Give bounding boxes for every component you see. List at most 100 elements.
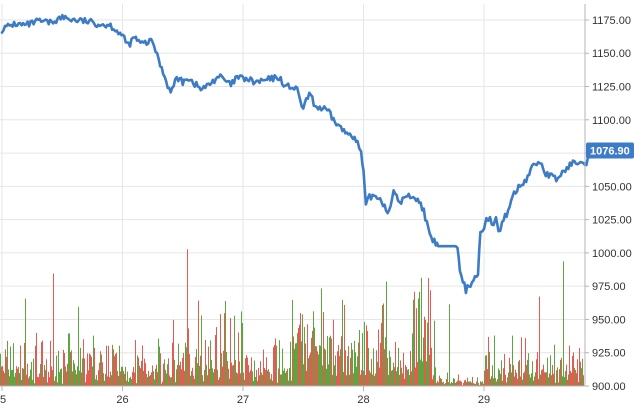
volume-bar xyxy=(271,373,272,386)
volume-bar xyxy=(582,358,583,386)
volume-bar xyxy=(196,349,197,386)
volume-bar xyxy=(352,349,353,386)
x-tick-label: 28 xyxy=(357,394,369,406)
volume-bar xyxy=(433,375,434,386)
volume-bar xyxy=(91,356,92,386)
volume-bar xyxy=(554,344,555,386)
volume-bar xyxy=(563,261,564,386)
volume-bar xyxy=(24,342,25,386)
volume-bar xyxy=(350,357,351,386)
volume-bar xyxy=(550,355,551,386)
volume-bar xyxy=(296,343,297,386)
volume-bar xyxy=(379,367,380,386)
volume-bar xyxy=(12,369,13,386)
volume-bar xyxy=(279,340,280,386)
volume-bar xyxy=(445,383,446,386)
volume-bar xyxy=(503,368,504,386)
volume-bar xyxy=(103,373,104,386)
volume-bar xyxy=(453,378,454,386)
volume-bar xyxy=(181,369,182,386)
volume-bar xyxy=(33,358,34,386)
volume-bar xyxy=(207,375,208,386)
volume-bar xyxy=(168,358,169,386)
volume-bar xyxy=(431,347,432,386)
volume-bar xyxy=(574,367,575,386)
volume-bar xyxy=(405,364,406,386)
volume-bar xyxy=(488,336,489,386)
y-tick-label: 1175.00 xyxy=(592,15,631,27)
volume-bar xyxy=(5,349,6,386)
volume-bar xyxy=(171,377,172,386)
volume-bar xyxy=(390,356,391,386)
volume-bar xyxy=(546,372,547,386)
volume-bar xyxy=(470,381,471,386)
volume-bar xyxy=(400,360,401,386)
volume-bar xyxy=(573,352,574,386)
volume-bar xyxy=(102,362,103,386)
y-tick-label: 1125.00 xyxy=(592,82,631,94)
volume-bar xyxy=(381,322,382,386)
volume-bar xyxy=(173,319,174,386)
volume-bar xyxy=(432,379,433,386)
volume-bar xyxy=(201,315,202,386)
volume-bar xyxy=(180,361,181,386)
volume-bar xyxy=(404,378,405,386)
volume-bar xyxy=(60,369,61,386)
volume-bar xyxy=(313,311,314,386)
volume-bar xyxy=(3,370,4,386)
volume-bar xyxy=(376,350,377,386)
volume-bar xyxy=(377,361,378,386)
volume-bar xyxy=(414,291,415,386)
volume-bar xyxy=(295,343,296,386)
volume-bar xyxy=(504,353,505,386)
volume-bar xyxy=(320,345,321,386)
x-tick-label: 29 xyxy=(478,394,490,406)
volume-bar xyxy=(284,368,285,386)
volume-bar xyxy=(146,373,147,386)
volume-bar xyxy=(169,375,170,386)
volume-bar xyxy=(549,373,550,386)
volume-bar xyxy=(526,364,527,386)
volume-bar xyxy=(335,355,336,386)
volume-bar xyxy=(363,370,364,386)
volume-bar xyxy=(311,337,312,386)
last-price-label-background xyxy=(586,142,634,159)
volume-bar xyxy=(290,341,291,386)
y-tick-label: 1150.00 xyxy=(592,48,631,60)
volume-bar xyxy=(35,345,36,386)
volume-bar xyxy=(70,352,71,386)
volume-bar xyxy=(27,363,28,386)
volume-bar xyxy=(148,370,149,386)
volume-bar xyxy=(375,373,376,386)
volume-bar xyxy=(96,375,97,386)
volume-bar xyxy=(500,373,501,386)
volume-bar xyxy=(147,377,148,386)
volume-bar xyxy=(436,383,437,386)
volume-bar xyxy=(276,345,277,386)
volume-bar xyxy=(360,374,361,386)
volume-bar xyxy=(416,308,417,386)
volume-bar xyxy=(579,348,580,386)
volume-bar xyxy=(77,366,78,386)
volume-bar xyxy=(30,369,31,386)
volume-bar xyxy=(79,370,80,386)
volume-bar xyxy=(455,382,456,386)
volume-bar xyxy=(365,375,366,386)
volume-bar xyxy=(291,380,292,386)
volume-bar xyxy=(52,369,53,386)
volume-bar xyxy=(120,371,121,386)
volume-bar xyxy=(372,374,373,386)
volume-bar xyxy=(216,327,217,386)
volume-bar xyxy=(392,370,393,386)
volume-bar xyxy=(310,352,311,386)
volume-bar xyxy=(419,291,420,386)
volume-bar xyxy=(286,371,287,386)
volume-bar xyxy=(327,335,328,386)
volume-bar xyxy=(192,367,193,386)
volume-bar xyxy=(294,348,295,386)
volume-bar xyxy=(409,374,410,386)
volume-bar xyxy=(369,370,370,386)
y-tick-label: 925.00 xyxy=(592,348,626,360)
volume-bar xyxy=(477,377,478,386)
volume-bar xyxy=(407,369,408,386)
